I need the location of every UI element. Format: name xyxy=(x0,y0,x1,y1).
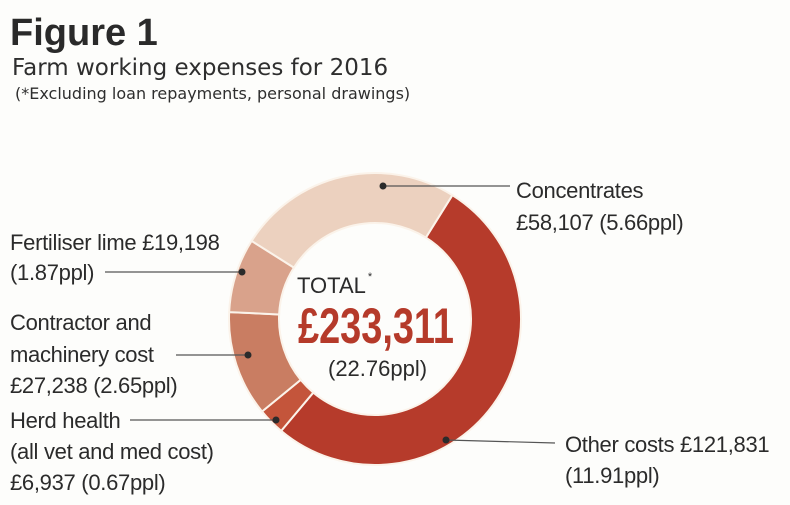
center-total-ppl: (22.76ppl) xyxy=(328,356,427,381)
center-total-marker: * xyxy=(368,271,373,283)
center-total-label: TOTAL xyxy=(297,273,366,298)
leader-dot-fertiliser xyxy=(238,268,246,276)
label-herd-line3: £6,937 (0.67ppl) xyxy=(10,470,165,495)
slice-other xyxy=(279,193,522,466)
label-other-line1: Other costs £121,831 xyxy=(565,432,769,457)
slices xyxy=(228,172,522,466)
chart-subtitle: Farm working expenses for 2016 xyxy=(12,55,388,81)
leader-dot-herd xyxy=(272,416,280,424)
label-contractor-line1: Contractor and xyxy=(10,310,151,335)
label-other-line2: (11.91ppl) xyxy=(565,463,659,488)
chart-title: Figure 1 xyxy=(10,12,158,54)
center-total-value: £233,311 xyxy=(298,298,454,354)
label-herd-line2: (all vet and med cost) xyxy=(10,439,214,464)
leader-dot-contractor xyxy=(244,351,252,359)
label-concentrates-line1: Concentrates xyxy=(516,178,644,203)
leader-lines xyxy=(105,182,556,444)
label-fertiliser-line1: Fertiliser lime £19,198 xyxy=(10,230,220,255)
slice-concentrates xyxy=(250,172,454,270)
chart-note: (*Excluding loan repayments, personal dr… xyxy=(15,84,410,103)
leader-line-other xyxy=(445,439,556,444)
label-contractor-line3: £27,238 (2.65ppl) xyxy=(10,373,177,398)
leader-dot-other xyxy=(442,436,450,444)
label-fertiliser-line2: (1.87ppl) xyxy=(10,260,94,285)
slice-labels: Other costs £121,831 (11.91ppl) Herd hea… xyxy=(10,178,770,495)
label-contractor-line2: machinery cost xyxy=(10,342,154,367)
label-herd-line1: Herd health xyxy=(10,408,120,433)
label-concentrates-line2: £58,107 (5.66ppl) xyxy=(516,210,683,235)
leader-dot-concentrates xyxy=(379,182,387,190)
